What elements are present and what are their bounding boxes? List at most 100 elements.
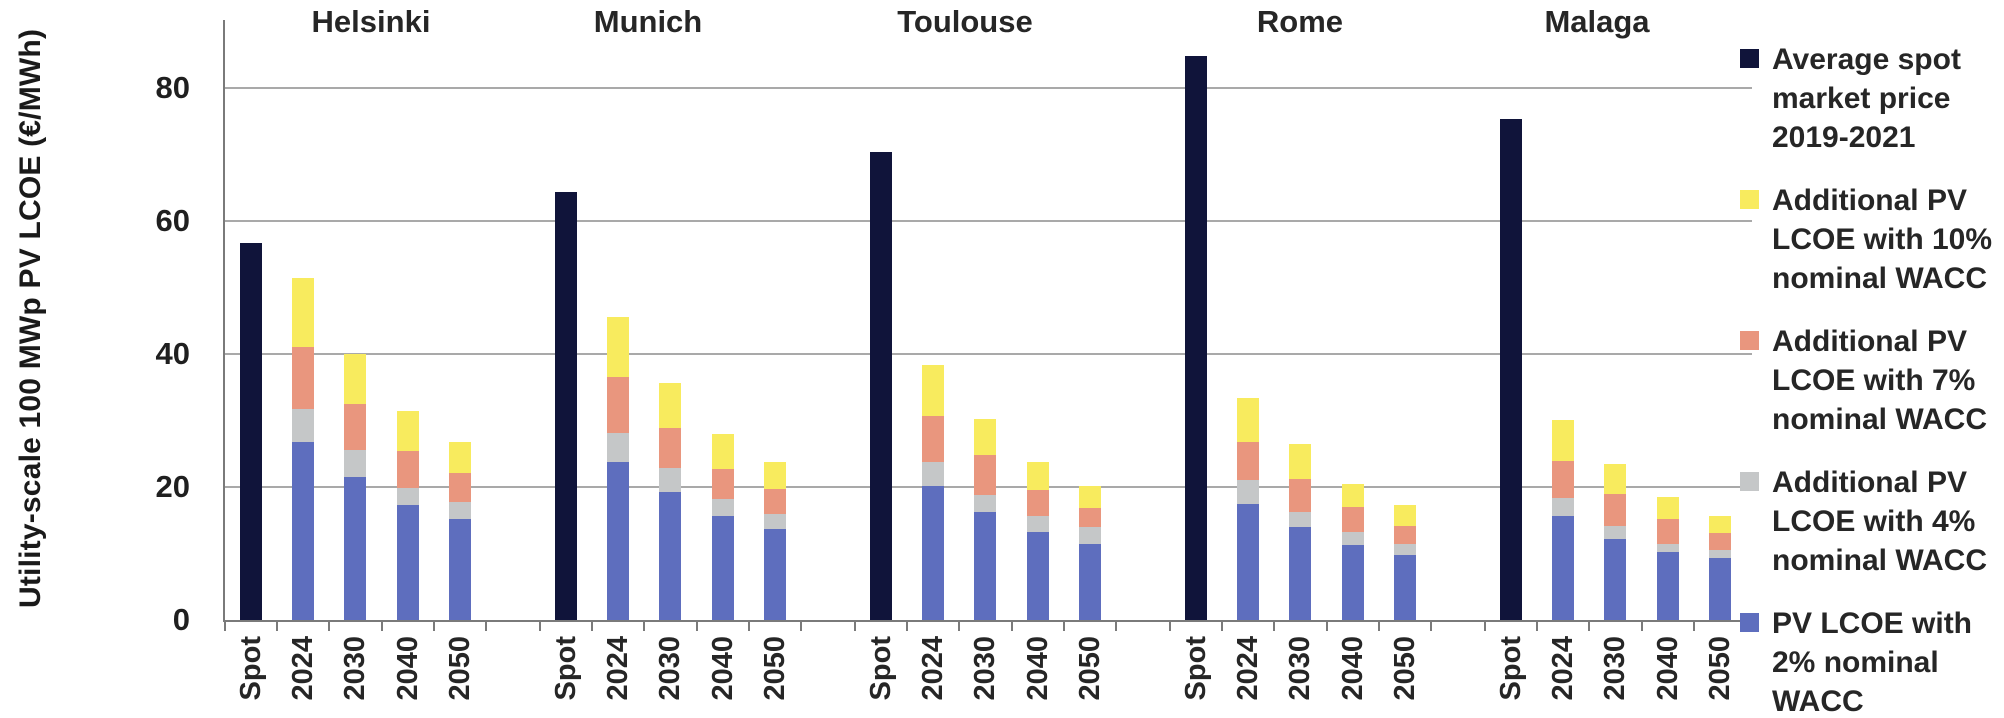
segment-wacc4 (344, 450, 367, 478)
segment-wacc7 (1341, 506, 1364, 533)
segment-wacc2 (1604, 538, 1627, 620)
legend-item-3: Additional PV LCOE with 4% nominal WACC (1740, 463, 2004, 580)
legend-swatch-icon (1740, 613, 1759, 632)
x-axis-tick (1588, 622, 1591, 631)
x-tick-label-2024: 2024 (917, 636, 950, 701)
x-tick-label-2024: 2024 (287, 636, 320, 701)
segment-wacc4 (1604, 525, 1627, 539)
spot-bar-rome (1185, 56, 1207, 620)
x-axis-tick (276, 622, 279, 631)
group-label-rome: Rome (1256, 4, 1344, 39)
segment-wacc4 (448, 501, 471, 519)
segment-wacc2 (922, 485, 945, 620)
x-axis-tick (432, 622, 435, 631)
segment-wacc10 (763, 461, 786, 489)
legend-item-4: PV LCOE with 2% nominal WACC (1740, 604, 2004, 718)
x-tick-label-2024: 2024 (602, 636, 635, 701)
segment-wacc4 (974, 494, 997, 513)
segment-wacc10 (1026, 462, 1049, 491)
spot-bar-munich (555, 192, 577, 620)
x-tick-label-2040: 2040 (1651, 636, 1684, 701)
y-axis-line (223, 20, 225, 622)
x-tick-label-2050: 2050 (1388, 636, 1421, 701)
x-tick-label-2030: 2030 (969, 636, 1002, 701)
x-tick-label-2050: 2050 (1703, 636, 1736, 701)
legend-swatch-icon (1740, 190, 1759, 209)
segment-wacc7 (1289, 479, 1312, 513)
segment-wacc4 (1078, 526, 1101, 544)
legend-item-label: Additional PV LCOE with 4% nominal WACC (1772, 466, 1987, 577)
segment-wacc7 (1237, 441, 1260, 481)
segment-wacc7 (763, 488, 786, 515)
segment-wacc10 (659, 382, 682, 428)
segment-wacc7 (1078, 507, 1101, 527)
x-tick-label-spot: Spot (1495, 636, 1527, 701)
gridline-60 (225, 220, 1752, 222)
x-tick-label-2050: 2050 (443, 636, 476, 701)
x-axis-tick (1325, 622, 1328, 631)
x-tick-label-2050: 2050 (758, 636, 791, 701)
segment-wacc4 (659, 467, 682, 493)
x-axis-tick (695, 622, 698, 631)
x-axis-tick (1483, 622, 1486, 631)
segment-wacc4 (922, 462, 945, 486)
x-axis-tick (1114, 622, 1117, 631)
segment-wacc2 (1341, 544, 1364, 620)
segment-wacc2 (1393, 554, 1416, 620)
segment-wacc7 (396, 451, 419, 489)
x-tick-label-2030: 2030 (654, 636, 687, 701)
segment-wacc10 (448, 441, 471, 474)
x-tick-label-2024: 2024 (1547, 636, 1580, 701)
x-tick-label-2050: 2050 (1073, 636, 1106, 701)
y-tick-label-20: 20 (155, 469, 190, 504)
x-axis-tick (1692, 622, 1695, 631)
x-tick-label-spot: Spot (865, 636, 897, 701)
x-tick-label-2030: 2030 (1284, 636, 1317, 701)
segment-wacc2 (1708, 558, 1731, 620)
x-axis-line (223, 620, 1752, 622)
x-axis-tick (1536, 622, 1539, 631)
x-axis-tick (853, 622, 856, 631)
group-label-malaga: Malaga (1544, 4, 1650, 39)
legend-item-label: PV LCOE with 2% nominal WACC (1772, 607, 1973, 718)
x-axis-tick (223, 622, 226, 631)
x-tick-label-2040: 2040 (391, 636, 424, 701)
group-label-munich: Munich (593, 4, 703, 39)
segment-wacc4 (1341, 532, 1364, 545)
legend: Average spot market price 2019-2021 Addit… (1740, 40, 2004, 718)
segment-wacc2 (396, 504, 419, 620)
x-axis-tick (1010, 622, 1013, 631)
x-axis-tick (906, 622, 909, 631)
segment-wacc4 (1552, 498, 1575, 517)
segment-wacc2 (1656, 552, 1679, 620)
segment-wacc7 (292, 346, 315, 409)
legend-item-label: Additional PV LCOE with 7% nominal WACC (1772, 325, 1987, 436)
x-axis-tick (538, 622, 541, 631)
legend-swatch-icon (1740, 472, 1759, 491)
x-axis-tick (747, 622, 750, 631)
segment-wacc2 (607, 462, 630, 620)
y-tick-label-0: 0 (172, 602, 190, 637)
segment-wacc4 (607, 433, 630, 463)
segment-wacc4 (1708, 550, 1731, 559)
x-axis-tick (591, 622, 594, 631)
spot-bar-helsinki (240, 242, 262, 620)
x-tick-label-spot: Spot (550, 636, 582, 701)
segment-wacc10 (1708, 516, 1731, 533)
x-tick-label-2040: 2040 (706, 636, 739, 701)
gridline-80 (225, 87, 1752, 89)
legend-item-label: Average spot market price 2019-2021 (1772, 43, 1961, 154)
x-axis-tick (1640, 622, 1643, 631)
segment-wacc7 (922, 415, 945, 463)
legend-item-label: Additional PV LCOE with 10% nominal WACC (1772, 184, 1993, 295)
segment-wacc7 (711, 469, 734, 499)
segment-wacc10 (1078, 486, 1101, 508)
segment-wacc10 (922, 364, 945, 416)
segment-wacc10 (974, 419, 997, 456)
x-axis-tick (1221, 622, 1224, 631)
segment-wacc10 (607, 316, 630, 378)
segment-wacc4 (1656, 544, 1679, 553)
segment-wacc10 (344, 354, 367, 404)
x-tick-label-2030: 2030 (1599, 636, 1632, 701)
segment-wacc4 (1026, 515, 1049, 532)
